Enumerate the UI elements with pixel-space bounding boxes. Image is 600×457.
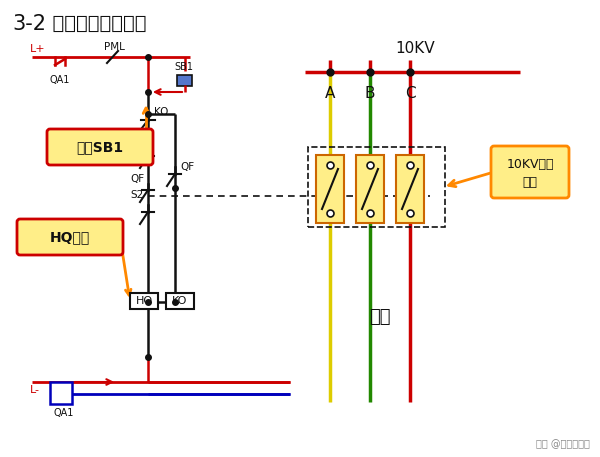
Text: QF: QF — [130, 174, 144, 184]
Text: L+: L+ — [30, 44, 46, 54]
Text: S3: S3 — [130, 147, 143, 157]
Bar — [130, 293, 158, 309]
FancyBboxPatch shape — [176, 74, 191, 85]
Text: 10KV: 10KV — [395, 41, 435, 56]
Text: 防止开关跳跃原理: 防止开关跳跃原理 — [40, 14, 146, 33]
Bar — [316, 155, 344, 223]
Text: QA1: QA1 — [50, 75, 70, 85]
Bar — [166, 293, 194, 309]
Text: 头条 @兴福园电力: 头条 @兴福园电力 — [536, 439, 590, 449]
Text: HQ得电: HQ得电 — [50, 230, 90, 244]
Bar — [396, 155, 424, 223]
Text: KO: KO — [172, 296, 188, 306]
Text: B: B — [365, 86, 375, 101]
Text: 负载: 负载 — [369, 308, 391, 326]
Text: S2: S2 — [130, 190, 143, 200]
Text: PML: PML — [104, 42, 125, 52]
Bar — [50, 382, 72, 404]
Bar — [308, 147, 445, 227]
FancyBboxPatch shape — [491, 146, 569, 198]
FancyBboxPatch shape — [47, 129, 153, 165]
Text: 3-2: 3-2 — [12, 14, 46, 34]
Bar — [356, 155, 384, 223]
FancyBboxPatch shape — [17, 219, 123, 255]
Text: A: A — [325, 86, 335, 101]
Text: KO: KO — [154, 107, 169, 117]
Text: QA1: QA1 — [54, 408, 74, 418]
Text: 10KV真空: 10KV真空 — [506, 158, 554, 170]
Text: 开关: 开关 — [523, 175, 538, 188]
Text: C: C — [404, 86, 415, 101]
Text: L-: L- — [30, 385, 40, 395]
Text: SB1: SB1 — [175, 62, 193, 72]
Text: 按下SB1: 按下SB1 — [76, 140, 124, 154]
Text: HQ: HQ — [136, 296, 152, 306]
Text: QF: QF — [180, 162, 194, 172]
